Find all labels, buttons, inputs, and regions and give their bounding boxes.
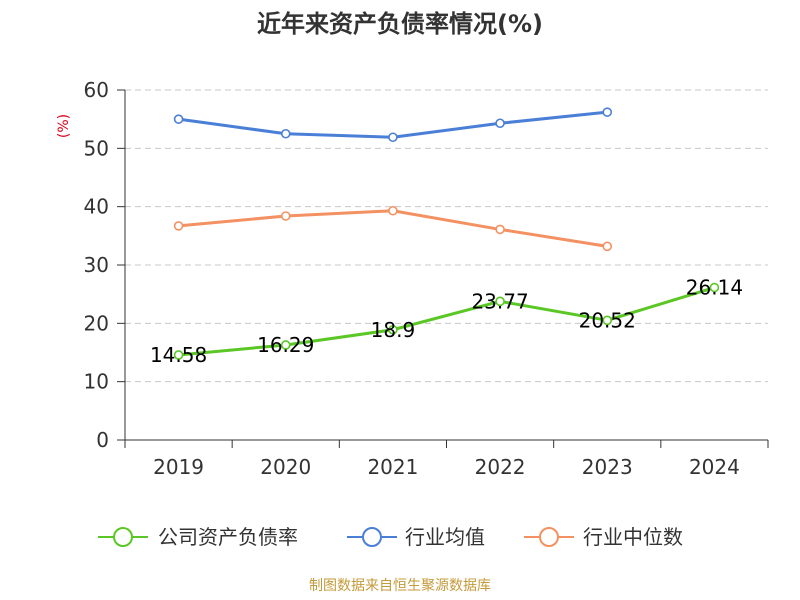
- legend-item[interactable]: 行业均值: [347, 525, 485, 549]
- y-tick-label: 10: [84, 370, 109, 394]
- data-point: [173, 350, 184, 360]
- y-tick-label: 0: [96, 428, 109, 452]
- legend-marker: [539, 527, 559, 547]
- x-tick-label: 2023: [582, 455, 633, 479]
- legend-item[interactable]: 公司资产负债率: [98, 525, 298, 549]
- x-tick-label: 2022: [475, 455, 526, 479]
- x-tick-label: 2021: [367, 455, 418, 479]
- data-point: [388, 205, 398, 216]
- data-point: [709, 282, 720, 293]
- data-point: [602, 241, 613, 252]
- data-point: [280, 340, 291, 350]
- legend-marker: [362, 527, 382, 547]
- data-point: [280, 128, 291, 139]
- chart-title: 近年来资产负债率情况(%): [257, 10, 543, 38]
- data-point: [495, 118, 505, 129]
- legend-label: 行业中位数: [583, 525, 683, 549]
- data-point: [173, 221, 184, 231]
- data-label: 16.29: [257, 333, 314, 357]
- data-point: [173, 114, 184, 124]
- data-point: [388, 132, 398, 143]
- data-point: [495, 296, 505, 307]
- x-tick-label: 2024: [689, 455, 740, 479]
- series-layer: [173, 107, 720, 360]
- x-tick-label: 2020: [260, 455, 311, 479]
- legend-label: 公司资产负债率: [158, 525, 298, 549]
- data-point: [495, 224, 505, 235]
- data-label: 23.77: [471, 289, 528, 313]
- legend-item[interactable]: 行业中位数: [524, 525, 683, 549]
- data-point: [602, 315, 613, 326]
- x-tick-label: 2019: [153, 455, 204, 479]
- data-labels: 14.58 16.29 18.9 23.77 20.52 26.14: [150, 276, 743, 367]
- series-line-0: [178, 286, 715, 357]
- legend[interactable]: 公司资产负债率 行业均值 行业中位数: [98, 525, 683, 549]
- y-tick-label: 30: [84, 253, 109, 277]
- grid: [125, 89, 768, 383]
- data-point: [388, 324, 398, 335]
- y-tick-label: 40: [84, 195, 109, 219]
- y-tick-label: 50: [84, 136, 109, 160]
- axes: 0 10 20 30 40 50 60 2019 2020 2021 2022 2023 2024: [84, 78, 769, 479]
- data-label: 20.52: [579, 308, 636, 332]
- data-label: 14.58: [150, 343, 207, 367]
- series-line-2: [178, 209, 608, 248]
- data-label: 26.14: [686, 276, 743, 300]
- legend-label: 行业均值: [405, 525, 485, 549]
- data-label: 18.9: [371, 318, 416, 342]
- data-point: [602, 107, 613, 117]
- y-axis-unit: (%): [56, 114, 72, 138]
- y-tick-label: 20: [84, 311, 109, 335]
- legend-marker: [113, 527, 133, 547]
- y-tick-label: 60: [84, 78, 109, 102]
- data-point: [280, 211, 291, 221]
- source-note: 制图数据来自恒生聚源数据库: [309, 578, 491, 594]
